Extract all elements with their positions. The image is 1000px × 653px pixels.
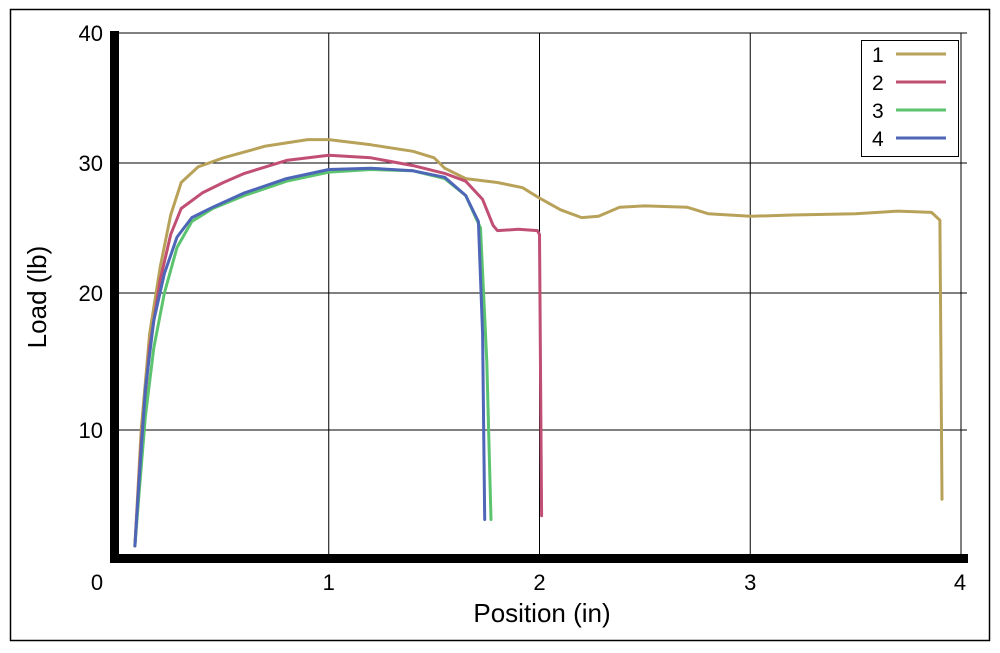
axes: [110, 31, 968, 563]
x-axis-label: Position (in): [473, 598, 610, 628]
x-axis-line: [110, 554, 968, 563]
x-tick-label-4: 4: [954, 570, 966, 595]
legend-label-4: 4: [872, 128, 884, 151]
series-line-4: [133, 166, 487, 548]
tick-labels: 0 1 2 3 4 10 20 30 40: [79, 21, 967, 595]
series-line-2: [133, 153, 544, 548]
y-axis-line: [110, 31, 119, 563]
y-tick-label-2: 30: [79, 151, 103, 176]
legend-label-1: 1: [872, 44, 884, 67]
y-tick-label-0: 10: [79, 418, 103, 443]
legend-label-2: 2: [872, 72, 884, 95]
outer-frame: [9, 8, 991, 642]
y-tick-label-3: 40: [79, 21, 103, 46]
legend-label-3: 3: [872, 100, 884, 123]
x-tick-label-3: 3: [744, 570, 756, 595]
grid: [118, 32, 967, 556]
x-tick-label-0: 0: [91, 570, 103, 595]
series-line-1: [133, 138, 944, 548]
x-tick-label-1: 1: [323, 570, 335, 595]
y-tick-label-1: 20: [79, 281, 103, 306]
x-tick-label-2: 2: [533, 570, 545, 595]
legend: 1 2 3 4: [861, 40, 959, 157]
series-layer: [133, 138, 944, 548]
y-axis-label: Load (lb): [22, 246, 52, 349]
